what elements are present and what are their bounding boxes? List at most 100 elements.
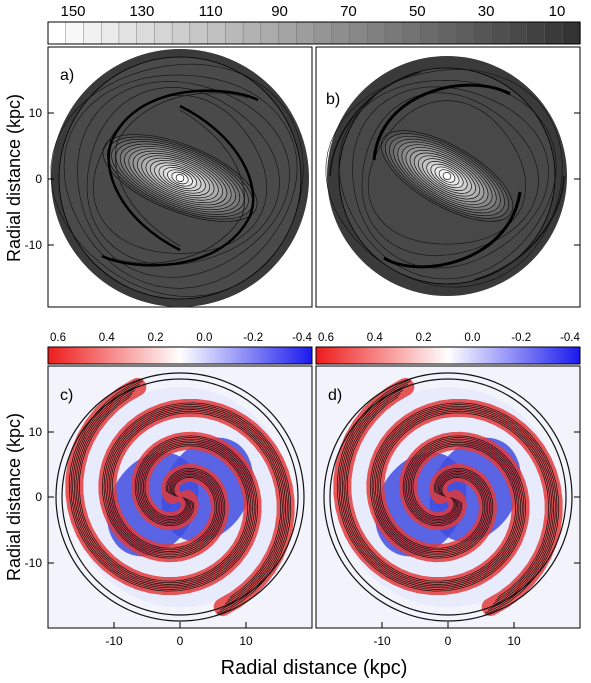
y-tick-bottom-neg10: -10 [25, 556, 43, 570]
colorbar-bottom-label: -0.4 [292, 332, 312, 344]
contour-line [72, 383, 255, 589]
contour-line [380, 412, 550, 598]
x-tick-d-10: 10 [507, 634, 521, 648]
contour-line [70, 380, 257, 590]
colorbar-top-cell [367, 21, 386, 45]
x-axis-label: Radial distance (kpc) [221, 657, 408, 679]
colorbar-top-cell [260, 21, 280, 45]
panel-c-label: c) [60, 387, 73, 404]
x-tick-d-0: 0 [445, 634, 452, 648]
colorbar-top-cell [491, 21, 510, 45]
colorbar-top: 150 130 110 90 70 50 30 10 [47, 3, 581, 45]
colorbar-top-label: 90 [271, 3, 288, 20]
colorbar-bottom-label: 0.0 [464, 332, 480, 344]
contour-line [373, 405, 556, 611]
contour-line [345, 393, 518, 584]
colorbar-bottom-label: 0.0 [196, 332, 212, 344]
y-tick-top-neg10: -10 [25, 238, 43, 252]
contour-line [325, 69, 563, 288]
colorbar-top-cell [278, 21, 297, 45]
colorbar-bottom-label: 0.4 [99, 332, 116, 344]
colorbar-top-label: 50 [409, 3, 426, 20]
colorbar-top-cell [562, 21, 581, 45]
contour-ring [323, 372, 573, 622]
colorbar-top-cell [65, 21, 85, 45]
x-tick-c-10: 10 [239, 634, 253, 648]
contour-line [63, 74, 298, 289]
colorbar-top-label: 70 [340, 3, 357, 20]
colorbar-top-cell [526, 21, 546, 45]
colorbar-top-cell [331, 21, 351, 45]
colorbar-bottom-label: -0.2 [243, 332, 263, 344]
colorbar-top-cell [118, 21, 138, 45]
colorbar-top-cell [207, 21, 227, 45]
colorbar-top-cell [349, 21, 368, 45]
contour-line [110, 410, 283, 601]
colorbar-top-label: 110 [199, 3, 223, 20]
contour-line [371, 404, 558, 614]
contour-ring [55, 372, 305, 622]
panel-b-label: b) [326, 91, 340, 108]
colorbar-top-cell [136, 21, 156, 45]
contour-line [105, 405, 288, 611]
y-axis-label-bottom: Radial distance (kpc) [4, 413, 24, 581]
colorbar-top-cell [296, 21, 315, 45]
contour-line [343, 389, 520, 585]
panel-a-label: a) [60, 67, 74, 84]
colorbar-bottom-label: 0.2 [148, 332, 164, 344]
x-tick-d-neg10: -10 [373, 634, 391, 648]
contour-line [103, 404, 290, 614]
colorbar-bottom-label: 0.6 [318, 332, 334, 344]
contour-line [74, 386, 253, 587]
panel-a-plot [50, 49, 309, 307]
contour-line [101, 402, 292, 617]
colorbar-top-label: 130 [129, 3, 154, 20]
y-ticks-top: 10 0 -10 [25, 106, 580, 252]
contour-line [336, 377, 527, 592]
colorbar-bottom-left: 0.6 0.4 0.2 0.0 -0.2 -0.4 [47, 332, 313, 365]
y-tick-bottom-0: 0 [35, 490, 42, 504]
contour-line [442, 172, 452, 180]
colorbar-top-cell [508, 21, 528, 45]
colorbar-top-cell [100, 21, 120, 45]
contour-line [367, 100, 527, 245]
colorbar-top-cell [437, 21, 457, 45]
colorbar-top-cell [154, 21, 173, 45]
colorbar-top-label: 10 [549, 3, 566, 20]
y-axis-label-top: Radial distance (kpc) [4, 94, 24, 262]
colorbar-top-cell [83, 21, 102, 45]
contour-line [340, 383, 523, 589]
colorbar-top-cell [225, 21, 244, 45]
panel-d-label: d) [328, 387, 342, 404]
colorbar-top-label: 30 [478, 3, 495, 20]
contour-line [338, 380, 525, 590]
contour-line [77, 393, 250, 584]
colorbar-bottom-label: 0.2 [416, 332, 432, 344]
y-ticks-bottom: 10 0 -10 [25, 425, 580, 570]
colorbar-bottom-label: 0.4 [367, 332, 384, 344]
x-tick-c-0: 0 [177, 634, 184, 648]
contour-line [346, 396, 516, 582]
panel-b-plot [325, 56, 567, 296]
contour-line [378, 410, 551, 601]
contour-ring [329, 378, 567, 616]
contour-line [342, 386, 521, 587]
contour-line [50, 63, 304, 297]
colorbar-top-cell [473, 21, 493, 45]
colorbar-top-cell [47, 21, 67, 45]
colorbar-top-cell [402, 21, 422, 45]
colorbar-top-cell [384, 21, 404, 45]
y-tick-top-10: 10 [29, 106, 43, 120]
contour-line [175, 174, 185, 182]
colorbar-bottom-label: -0.2 [511, 332, 531, 344]
colorbar-bottom-label: -0.4 [560, 332, 580, 344]
contour-line [108, 409, 285, 605]
contour-line [352, 86, 549, 269]
contour-line [375, 407, 554, 608]
colorbar-top-cell [455, 21, 475, 45]
contour-line [86, 86, 280, 266]
colorbar-top-cell [420, 21, 439, 45]
contour-line [68, 377, 259, 592]
contour-line [376, 409, 553, 605]
